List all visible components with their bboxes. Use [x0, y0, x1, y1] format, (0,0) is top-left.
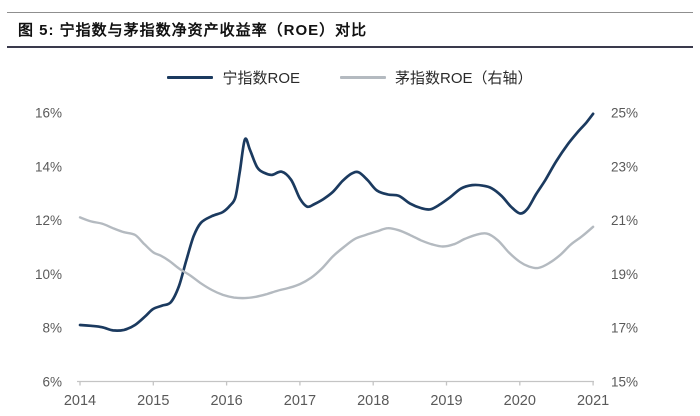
x-tick-label: 2017	[284, 393, 316, 409]
top-rule	[7, 12, 693, 13]
left-tick-label: 8%	[42, 321, 62, 336]
left-tick-label: 12%	[35, 213, 62, 228]
mao-roe-line	[78, 216, 595, 300]
left-tick-label: 10%	[35, 267, 62, 282]
x-tick-label: 2014	[64, 393, 96, 409]
left-tick-label: 6%	[42, 375, 62, 390]
legend-item-ning: 宁指数ROE	[167, 67, 300, 88]
left-tick-label: 16%	[35, 106, 62, 121]
ning-roe-line	[78, 112, 595, 332]
right-tick-label: 25%	[611, 106, 638, 121]
mao-line-swatch	[340, 75, 386, 79]
x-tick-label: 2021	[577, 393, 609, 409]
right-tick-label: 17%	[611, 321, 638, 336]
right-tick-label: 23%	[611, 159, 638, 174]
x-tick-label: 2016	[210, 393, 242, 409]
right-tick-label: 19%	[611, 267, 638, 282]
title-divider	[7, 46, 693, 48]
right-tick-label: 15%	[611, 375, 638, 390]
x-tick-label: 2018	[357, 393, 389, 409]
figure-title: 图 5: 宁指数与茅指数净资产收益率（ROE）对比	[18, 22, 368, 39]
legend-item-mao: 茅指数ROE（右轴）	[340, 67, 533, 88]
legend-label-mao: 茅指数ROE（右轴）	[395, 69, 533, 87]
legend: 宁指数ROE 茅指数ROE（右轴）	[0, 66, 700, 88]
x-tick-label: 2015	[137, 393, 169, 409]
left-tick-label: 14%	[35, 159, 62, 174]
x-tick-label: 2020	[504, 393, 536, 409]
x-tick-label: 2019	[430, 393, 462, 409]
legend-label-ning: 宁指数ROE	[222, 69, 300, 87]
ning-line-swatch	[167, 75, 214, 79]
right-tick-label: 21%	[611, 213, 638, 228]
